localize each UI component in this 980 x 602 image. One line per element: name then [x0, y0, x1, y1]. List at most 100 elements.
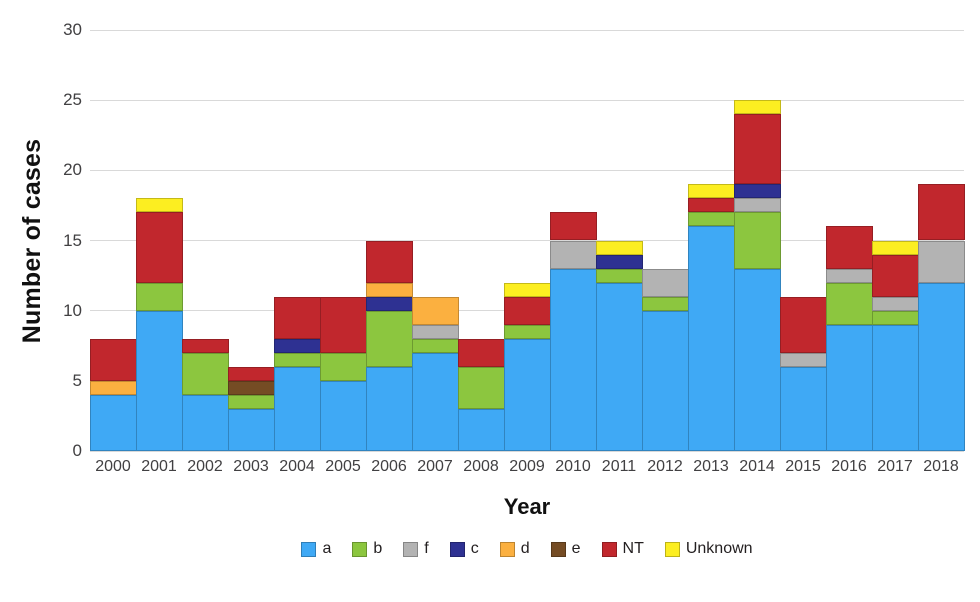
bar-segment-2000-NT [90, 338, 137, 381]
y-tick-label-20: 20 [63, 160, 82, 180]
legend-item-f: f [403, 540, 429, 558]
legend-item-Unknown: Unknown [664, 540, 753, 558]
bar-segment-2005-b [320, 352, 367, 381]
x-tick-label-2002: 2002 [187, 458, 223, 475]
x-tick-label-2009: 2009 [509, 458, 545, 475]
y-tick-label-25: 25 [63, 90, 82, 110]
bar-segment-2004-c [274, 338, 321, 353]
legend-swatch-Unknown [664, 541, 680, 557]
bar-segment-2010-f [550, 240, 597, 269]
bar-segment-2002-NT [182, 338, 229, 353]
bar-segment-2017-f [872, 296, 919, 311]
legend-item-d: d [499, 540, 530, 558]
bar-segment-2005-a [320, 380, 367, 451]
bar-segment-2014-b [734, 212, 781, 269]
bar-segment-2009-Unknown [504, 282, 551, 297]
bar-segment-2014-a [734, 268, 781, 451]
bar-segment-2001-b [136, 282, 183, 311]
bar-segment-2013-a [688, 226, 735, 451]
legend-label-c: c [470, 540, 479, 557]
legend-label-f: f [424, 540, 429, 557]
bar-segment-2004-NT [274, 296, 321, 339]
bar-segment-2000-d [90, 380, 137, 395]
x-tick-label-2013: 2013 [693, 458, 729, 475]
legend-swatch-f [403, 541, 419, 557]
bar-segment-2008-b [458, 366, 505, 409]
x-tick-label-2018: 2018 [923, 458, 959, 475]
bar-segment-2009-a [504, 338, 551, 451]
bar-segment-2012-f [642, 268, 689, 297]
bar-segment-2007-b [412, 338, 459, 353]
legend-swatch-a [301, 541, 317, 557]
bar-segment-2014-Unknown [734, 100, 781, 115]
bar-segment-2014-f [734, 198, 781, 213]
legend: a b f c d e NT Unknown [90, 540, 964, 558]
x-tick-label-2007: 2007 [417, 458, 453, 475]
bar-segment-2006-c [366, 296, 413, 311]
bar-segment-2011-a [596, 282, 643, 451]
gridline-y-20 [90, 169, 964, 171]
x-tick-label-2010: 2010 [555, 458, 591, 475]
x-tick-label-2012: 2012 [647, 458, 683, 475]
bar-segment-2009-NT [504, 296, 551, 325]
bar-segment-2018-NT [918, 184, 965, 241]
bar-segment-2007-d [412, 296, 459, 325]
bar-segment-2012-a [642, 310, 689, 451]
bar-segment-2017-Unknown [872, 240, 919, 255]
y-tick-label-0: 0 [72, 441, 82, 460]
legend-item-NT: NT [601, 540, 644, 558]
bar-segment-2001-NT [136, 212, 183, 283]
bar-segment-2001-Unknown [136, 198, 183, 213]
bar-segment-2015-f [780, 352, 827, 367]
legend-label-d: d [520, 540, 530, 557]
legend-swatch-e [550, 541, 566, 557]
bar-segment-2002-a [182, 394, 229, 451]
bar-segment-2006-b [366, 310, 413, 367]
x-tick-label-2017: 2017 [877, 458, 913, 475]
bar-segment-2008-NT [458, 338, 505, 367]
x-tick-label-2015: 2015 [785, 458, 821, 475]
bar-segment-2013-NT [688, 198, 735, 213]
bar-segment-2011-Unknown [596, 240, 643, 255]
bar-segment-2009-b [504, 324, 551, 339]
x-axis-title: Year [503, 494, 551, 519]
legend-item-a: a [301, 540, 331, 558]
x-tick-label-2014: 2014 [739, 458, 775, 475]
bar-segment-2014-c [734, 184, 781, 199]
bar-segment-2012-b [642, 296, 689, 311]
bar-segment-2000-a [90, 394, 137, 451]
bar-segment-2010-a [550, 268, 597, 451]
bar-segment-2003-NT [228, 366, 275, 381]
y-tick-label-15: 15 [63, 230, 82, 250]
legend-item-c: c [449, 540, 479, 558]
x-tick-label-2003: 2003 [233, 458, 269, 475]
x-tick-label-2000: 2000 [95, 458, 131, 475]
x-tick-label-2016: 2016 [831, 458, 867, 475]
legend-label-b: b [373, 540, 383, 557]
bar-segment-2017-a [872, 324, 919, 451]
bar-segment-2011-b [596, 268, 643, 283]
legend-label-Unknown: Unknown [685, 540, 753, 557]
bar-segment-2018-f [918, 240, 965, 283]
y-tick-label-5: 5 [72, 370, 82, 390]
legend-label-NT: NT [622, 540, 644, 557]
x-tick-label-2006: 2006 [371, 458, 407, 475]
gridline-y-30 [90, 29, 964, 31]
bar-segment-2003-b [228, 394, 275, 409]
x-tick-label-2004: 2004 [279, 458, 315, 475]
x-tick-label-2008: 2008 [463, 458, 499, 475]
bar-segment-2011-c [596, 254, 643, 269]
bar-segment-2013-b [688, 212, 735, 227]
bar-segment-2004-b [274, 352, 321, 367]
bar-segment-2015-a [780, 366, 827, 451]
bar-segment-2014-NT [734, 114, 781, 185]
legend-item-e: e [550, 540, 581, 558]
legend-swatch-NT [601, 541, 617, 557]
bar-segment-2008-a [458, 408, 505, 451]
bar-segment-2010-NT [550, 212, 597, 241]
bar-segment-2002-b [182, 352, 229, 395]
bar-segment-2006-NT [366, 240, 413, 283]
bar-segment-2017-b [872, 310, 919, 325]
bar-segment-2017-NT [872, 254, 919, 297]
